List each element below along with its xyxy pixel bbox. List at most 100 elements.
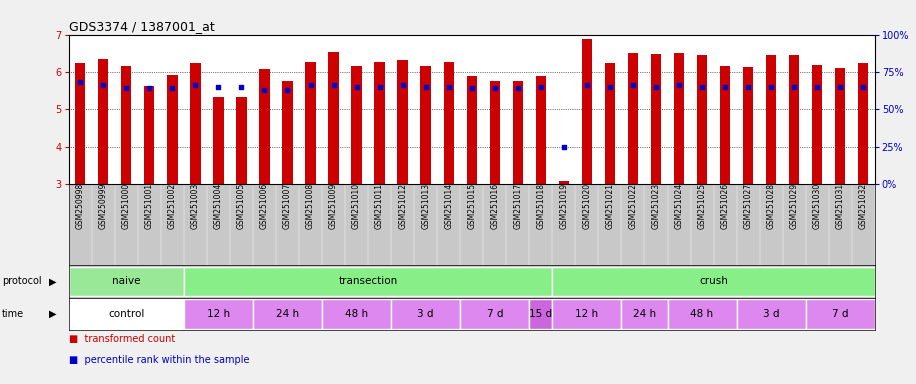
Text: ▶: ▶ [49, 309, 56, 319]
Point [188, 83, 202, 89]
Bar [736, 299, 806, 329]
Bar [743, 67, 753, 184]
Text: ■  percentile rank within the sample: ■ percentile rank within the sample [69, 355, 249, 365]
Text: 3 d: 3 d [763, 309, 780, 319]
Text: GDS3374 / 1387001_at: GDS3374 / 1387001_at [69, 20, 214, 33]
Bar [391, 299, 460, 329]
Point [741, 84, 756, 90]
Point [119, 85, 134, 91]
Point [396, 83, 410, 89]
Text: time: time [2, 309, 24, 319]
Bar [352, 66, 362, 184]
Text: protocol: protocol [2, 276, 41, 286]
Point [487, 85, 502, 91]
Bar [98, 59, 108, 184]
Point [510, 85, 525, 91]
Bar [529, 299, 552, 329]
Bar [259, 70, 269, 184]
Point [142, 85, 157, 91]
Bar [253, 299, 322, 329]
Bar [322, 299, 391, 329]
Bar [766, 55, 777, 184]
Bar [69, 266, 184, 296]
Point [533, 84, 548, 90]
Point [419, 84, 433, 90]
Point [580, 83, 594, 89]
Point [764, 84, 779, 90]
Bar [121, 66, 132, 184]
Bar [375, 62, 385, 184]
Point [856, 84, 870, 90]
Bar [167, 75, 178, 184]
Point [73, 79, 88, 86]
Text: 12 h: 12 h [207, 309, 230, 319]
Point [694, 84, 709, 90]
Bar [697, 55, 707, 184]
Bar [460, 299, 529, 329]
Point [626, 83, 640, 89]
Point [557, 144, 572, 150]
Bar [513, 81, 523, 184]
Text: 24 h: 24 h [276, 309, 299, 319]
Point [603, 84, 617, 90]
Point [165, 85, 180, 91]
Text: ■  transformed count: ■ transformed count [69, 334, 175, 344]
Point [671, 83, 686, 89]
Text: 7 d: 7 d [486, 309, 503, 319]
Bar [582, 39, 592, 184]
Point [464, 85, 479, 91]
Bar [191, 63, 201, 184]
Bar [282, 81, 293, 184]
Bar [621, 299, 668, 329]
Text: 12 h: 12 h [575, 309, 598, 319]
Bar [443, 61, 454, 184]
Text: transection: transection [339, 276, 398, 286]
Bar [720, 66, 730, 184]
Point [810, 84, 824, 90]
Text: 48 h: 48 h [691, 309, 714, 319]
Text: control: control [108, 309, 145, 319]
Bar [328, 52, 339, 184]
Bar [69, 299, 184, 329]
Bar [806, 299, 875, 329]
Point [787, 84, 802, 90]
Point [257, 87, 272, 93]
Point [833, 84, 847, 90]
Point [649, 84, 663, 90]
Point [442, 84, 456, 90]
Bar [489, 81, 500, 184]
Bar [559, 181, 569, 184]
Bar [398, 60, 408, 184]
Text: 48 h: 48 h [345, 309, 368, 319]
Point [96, 83, 111, 89]
Point [234, 84, 249, 90]
Bar [650, 54, 661, 184]
Point [372, 84, 387, 90]
Text: naive: naive [112, 276, 140, 286]
Bar [144, 86, 155, 184]
Bar [812, 65, 823, 184]
Bar [668, 299, 736, 329]
Text: 24 h: 24 h [633, 309, 656, 319]
Bar [184, 266, 552, 296]
Point [303, 83, 318, 89]
Bar [835, 68, 845, 184]
Bar [552, 299, 621, 329]
Bar [184, 299, 253, 329]
Text: crush: crush [699, 276, 728, 286]
Bar [552, 266, 875, 296]
Point [718, 84, 733, 90]
Bar [536, 76, 546, 184]
Bar [75, 63, 85, 184]
Point [349, 84, 364, 90]
Text: 15 d: 15 d [529, 309, 552, 319]
Text: 3 d: 3 d [418, 309, 434, 319]
Bar [605, 63, 616, 184]
Text: ▶: ▶ [49, 276, 56, 286]
Point [326, 83, 341, 89]
Bar [305, 61, 316, 184]
Point [211, 84, 225, 90]
Bar [789, 55, 800, 184]
Bar [236, 98, 246, 184]
Point [280, 87, 295, 93]
